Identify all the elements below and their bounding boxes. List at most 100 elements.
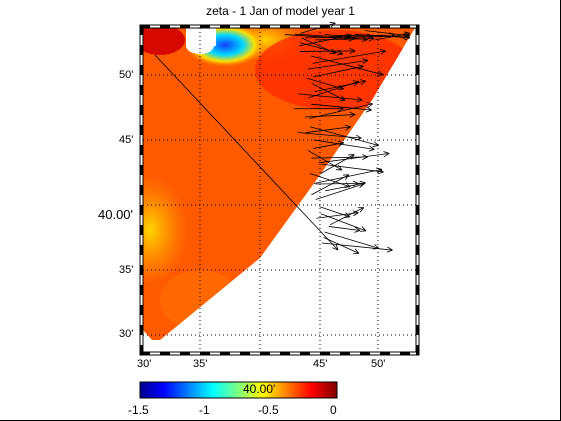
lat-label-40: 40.00' bbox=[98, 207, 134, 222]
border-segment bbox=[400, 25, 410, 28]
velocity-arrow bbox=[310, 55, 384, 77]
border-segment bbox=[140, 105, 143, 115]
border-segment bbox=[220, 25, 230, 28]
colorbar-tick-label: -0.5 bbox=[258, 403, 279, 417]
lat-label-35: 35' bbox=[119, 264, 134, 276]
colorbar bbox=[139, 381, 338, 399]
lon-label-35: 35' bbox=[193, 358, 208, 370]
lon-label-50: 50' bbox=[371, 358, 386, 370]
lat-label-50: 50' bbox=[119, 69, 134, 81]
border-segment bbox=[160, 352, 170, 355]
lat-label-30: 30' bbox=[119, 328, 134, 340]
figure-title: zeta - 1 Jan of model year 1 bbox=[206, 4, 355, 18]
border-segment bbox=[360, 25, 370, 28]
velocity-arrow bbox=[300, 21, 336, 34]
velocity-arrow bbox=[308, 80, 359, 99]
border-segment bbox=[140, 345, 143, 355]
border-segment bbox=[380, 352, 390, 355]
border-segment bbox=[416, 25, 419, 35]
lat-label-45: 45' bbox=[119, 134, 134, 146]
velocity-arrow bbox=[305, 124, 351, 133]
border-segment bbox=[320, 352, 330, 355]
velocity-arrow bbox=[297, 132, 362, 141]
border-segment bbox=[140, 25, 143, 35]
colorbar-tick-label: 0 bbox=[330, 403, 337, 417]
border-segment bbox=[180, 25, 190, 28]
border-segment bbox=[416, 125, 419, 135]
border-segment bbox=[140, 305, 143, 315]
border-segment bbox=[360, 352, 370, 355]
border-segment bbox=[140, 125, 143, 135]
border-segment bbox=[280, 352, 290, 355]
border-segment bbox=[416, 85, 419, 95]
velocity-arrow bbox=[374, 31, 411, 41]
border-segment bbox=[140, 145, 143, 155]
velocity-arrow bbox=[323, 237, 360, 254]
border-segment bbox=[140, 185, 143, 195]
map-border bbox=[139, 24, 420, 356]
velocity-arrow bbox=[318, 151, 390, 164]
border-segment bbox=[340, 352, 350, 355]
velocity-arrow bbox=[328, 226, 361, 233]
colorbar-tick-label: -1.5 bbox=[128, 403, 149, 417]
border-segment bbox=[200, 25, 210, 28]
border-segment bbox=[416, 285, 419, 295]
border-segment bbox=[416, 105, 419, 115]
border-segment bbox=[260, 25, 270, 28]
border-segment bbox=[416, 345, 419, 355]
velocity-arrow bbox=[309, 102, 373, 119]
border-segment bbox=[416, 245, 419, 255]
border-segment bbox=[416, 45, 419, 55]
border-segment bbox=[380, 25, 390, 28]
lon-label-45: 45' bbox=[313, 358, 328, 370]
velocity-arrow bbox=[321, 242, 393, 253]
border-segment bbox=[416, 305, 419, 315]
border-segment bbox=[140, 352, 150, 355]
border-segment bbox=[416, 205, 419, 215]
velocity-arrow bbox=[312, 48, 386, 64]
border-segment bbox=[240, 352, 250, 355]
velocity-arrow bbox=[309, 126, 379, 147]
colorbar-label: 40.00' bbox=[243, 382, 276, 396]
border-segment bbox=[200, 352, 210, 355]
velocity-arrow bbox=[298, 93, 363, 103]
border-segment bbox=[416, 265, 419, 275]
border-segment bbox=[140, 225, 143, 235]
velocity-arrow bbox=[304, 111, 356, 118]
lon-label-30: 30' bbox=[137, 358, 152, 370]
velocity-arrow bbox=[313, 140, 344, 149]
border-segment bbox=[416, 165, 419, 175]
velocity-arrows bbox=[154, 21, 411, 254]
border-segment bbox=[140, 25, 150, 28]
border-segment bbox=[140, 85, 143, 95]
border-segment bbox=[280, 25, 290, 28]
border-segment bbox=[416, 65, 419, 75]
velocity-arrow bbox=[313, 139, 375, 152]
velocity-arrow bbox=[310, 103, 372, 113]
velocity-arrow bbox=[329, 207, 365, 226]
border-segment bbox=[416, 325, 419, 335]
border-segment bbox=[140, 325, 143, 335]
border-segment bbox=[260, 352, 270, 355]
border-segment bbox=[416, 225, 419, 235]
border-segment bbox=[160, 25, 170, 28]
velocity-arrow bbox=[315, 182, 365, 200]
border-segment bbox=[140, 65, 143, 75]
velocity-arrow bbox=[320, 154, 355, 174]
border-segment bbox=[140, 205, 143, 215]
border-segment bbox=[416, 185, 419, 195]
velocity-arrow bbox=[307, 58, 369, 70]
border-segment bbox=[140, 45, 143, 55]
border-segment bbox=[140, 165, 143, 175]
border-segment bbox=[220, 352, 230, 355]
border-segment bbox=[416, 145, 419, 155]
velocity-arrow bbox=[311, 174, 350, 196]
colorbar-tick-label: -1 bbox=[199, 403, 210, 417]
border-segment bbox=[300, 25, 310, 28]
border-segment bbox=[340, 25, 350, 28]
velocity-arrow bbox=[299, 48, 356, 54]
velocity-arrow bbox=[154, 54, 339, 251]
border-segment bbox=[140, 245, 143, 255]
